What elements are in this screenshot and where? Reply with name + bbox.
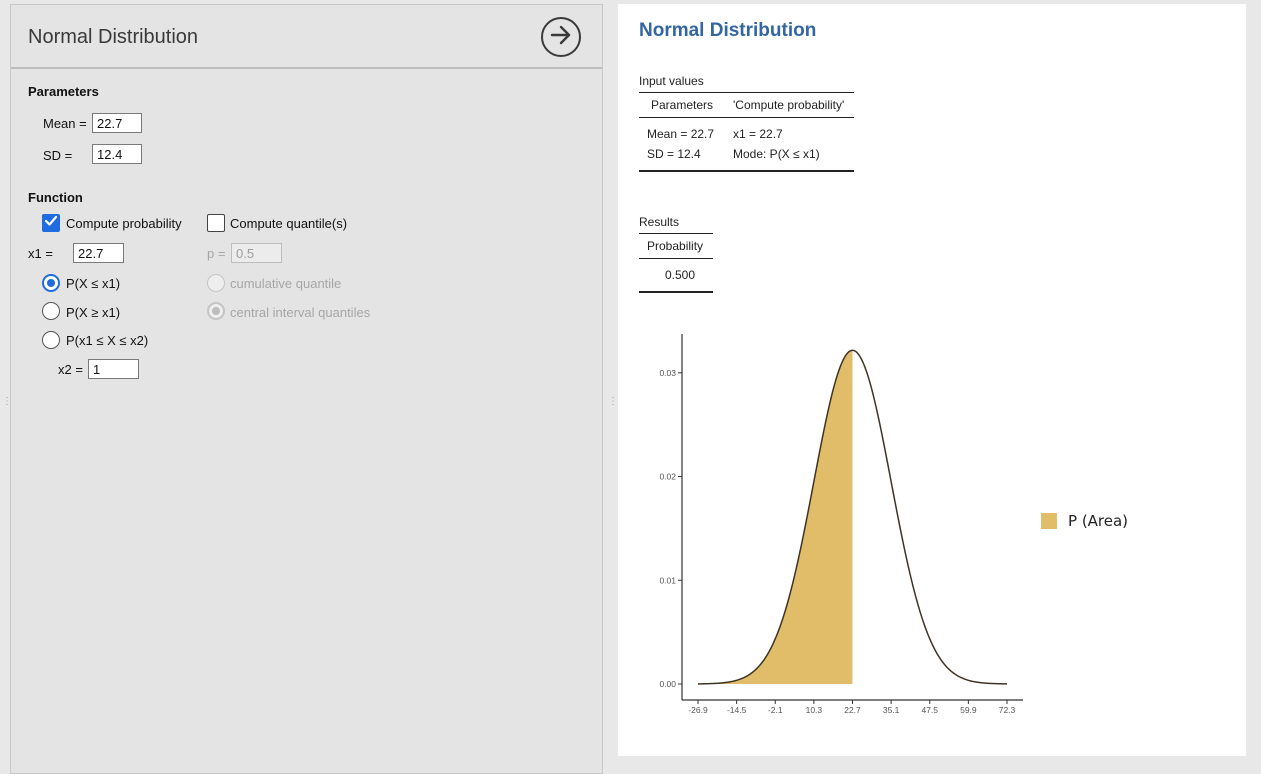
quantile-radio-central-interval[interactable] [207, 302, 225, 320]
y-tick-label: 0.00 [659, 679, 676, 689]
parameters-heading: Parameters [28, 84, 99, 99]
x1-label: x1 = [28, 246, 53, 261]
mode-radio-greater-equal[interactable] [42, 302, 60, 320]
y-tick-label: 0.01 [659, 575, 676, 585]
x2-label: x2 = [58, 362, 83, 377]
x-tick-label: -14.5 [727, 705, 747, 715]
function-heading: Function [28, 190, 83, 205]
options-header: Normal Distribution [11, 5, 602, 69]
mode-radio-between[interactable] [42, 331, 60, 349]
results-title: Normal Distribution [639, 20, 817, 41]
compute-probability-label: Compute probability [66, 216, 182, 231]
mean-label: Mean = [43, 116, 87, 131]
x2-input[interactable] [88, 359, 139, 379]
mode-label-between: P(x1 ≤ X ≤ x2) [66, 333, 149, 348]
table-rule [639, 92, 854, 93]
density-curve [697, 349, 1008, 685]
arrow-right-icon [548, 22, 574, 53]
checkmark-icon [44, 214, 58, 233]
panel-splitter-handle[interactable]: ⋮ [608, 396, 618, 407]
x-tick-label: 10.3 [806, 705, 823, 715]
compute-quantiles-checkbox[interactable] [207, 214, 225, 232]
x-tick-label: 72.3 [999, 705, 1016, 715]
quantile-label-cumulative: cumulative quantile [230, 276, 342, 291]
table-cell: Mean = 22.7 [647, 127, 715, 141]
normal-density-plot: -26.9 -14.5 -2.1 10.3 22.7 35.1 47.5 59.9 72.3 0.… [659, 334, 1128, 715]
table-cell: SD = 12.4 [647, 147, 701, 161]
mode-radio-less-equal[interactable] [42, 274, 60, 292]
table-rule [639, 258, 713, 259]
mode-label-greater-equal: P(X ≥ x1) [66, 305, 121, 320]
sd-label: SD = [43, 148, 73, 163]
probability-value: 0.500 [665, 268, 696, 282]
mode-label-less-equal: P(X ≤ x1) [66, 276, 121, 291]
table-rule [639, 233, 713, 234]
p-label: p = [207, 246, 226, 261]
table-rule [639, 170, 854, 172]
x-tick-label: 22.7 [844, 705, 861, 715]
left-edge-resize-handle[interactable]: ⋮ [2, 396, 12, 407]
quantile-label-central-interval: central interval quantiles [230, 305, 371, 320]
table-cell: Mode: P(X ≤ x1) [733, 147, 820, 161]
table-header: Parameters [651, 98, 714, 112]
probability-area [698, 350, 853, 684]
results-caption: Results [639, 215, 680, 229]
x-tick-label: 59.9 [960, 705, 977, 715]
quantile-radio-cumulative[interactable] [207, 274, 225, 292]
table-cell: x1 = 22.7 [733, 127, 783, 141]
x-tick-label: 35.1 [883, 705, 900, 715]
table-header: Probability [647, 239, 704, 253]
input-values-caption: Input values [639, 74, 704, 88]
y-tick-label: 0.03 [659, 368, 676, 378]
p-input[interactable] [231, 243, 282, 263]
legend-swatch [1041, 513, 1057, 529]
x-tick-label: 47.5 [921, 705, 938, 715]
sd-input[interactable] [92, 144, 142, 164]
mean-input[interactable] [92, 113, 142, 133]
table-header: 'Compute probability' [733, 98, 845, 112]
x-tick-label: -26.9 [688, 705, 708, 715]
x-tick-label: -2.1 [768, 705, 783, 715]
options-panel: Normal Distribution Parameters Mean = SD… [10, 4, 603, 774]
results-panel: Normal Distribution Input values Paramet… [618, 4, 1246, 756]
compute-probability-checkbox[interactable] [42, 214, 60, 232]
table-rule [639, 117, 854, 118]
x1-input[interactable] [73, 243, 124, 263]
compute-quantiles-label: Compute quantile(s) [230, 216, 348, 231]
table-rule [639, 291, 713, 293]
run-analysis-button[interactable] [541, 17, 581, 57]
legend-label: P (Area) [1068, 512, 1128, 530]
y-tick-label: 0.02 [659, 472, 676, 482]
options-title: Normal Distribution [28, 26, 199, 48]
